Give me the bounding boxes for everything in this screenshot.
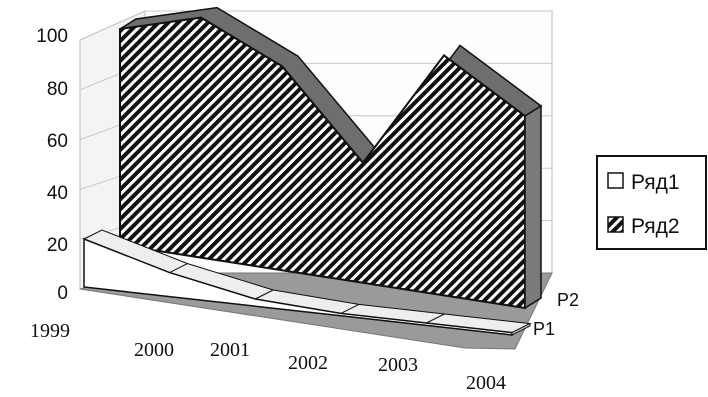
x-category-label: 2001 bbox=[210, 339, 250, 361]
legend-swatch-ryad2 bbox=[607, 216, 624, 233]
y-tick-label: 0 bbox=[57, 283, 68, 304]
series-ryad1-dividers bbox=[169, 263, 445, 324]
x-category-label: 2002 bbox=[288, 352, 328, 374]
y-tick-label: 100 bbox=[36, 26, 68, 47]
series-ryad1-divider bbox=[169, 263, 188, 274]
x-category-label: 1999 bbox=[30, 320, 70, 342]
legend-label-ryad1: Ряд1 bbox=[631, 171, 680, 194]
depth-axis-label-p2: P2 bbox=[557, 290, 579, 310]
series-ryad1-divider bbox=[426, 313, 445, 324]
series-ryad1-divider bbox=[340, 303, 360, 314]
gridline bbox=[79, 10, 146, 41]
series-ryad1-divider bbox=[254, 289, 274, 300]
y-tick-label: 80 bbox=[47, 79, 68, 100]
x-category-label: 2000 bbox=[134, 339, 174, 361]
depth-axis-label-p1: P1 bbox=[533, 319, 555, 339]
legend-label-ryad2: Ряд2 bbox=[631, 215, 680, 238]
legend: Ряд1 Ряд2 bbox=[596, 155, 707, 250]
x-category-label: 2003 bbox=[378, 354, 418, 376]
legend-swatch-ryad1 bbox=[607, 172, 624, 189]
y-tick-label: 40 bbox=[47, 183, 68, 204]
series-ryad2-end-face bbox=[524, 104, 542, 310]
series-ryad1-end-face bbox=[511, 322, 531, 336]
x-category-label: 2004 bbox=[466, 372, 506, 394]
legend-box bbox=[596, 155, 707, 250]
y-tick-label: 20 bbox=[47, 235, 68, 256]
y-tick-label: 60 bbox=[47, 131, 68, 152]
